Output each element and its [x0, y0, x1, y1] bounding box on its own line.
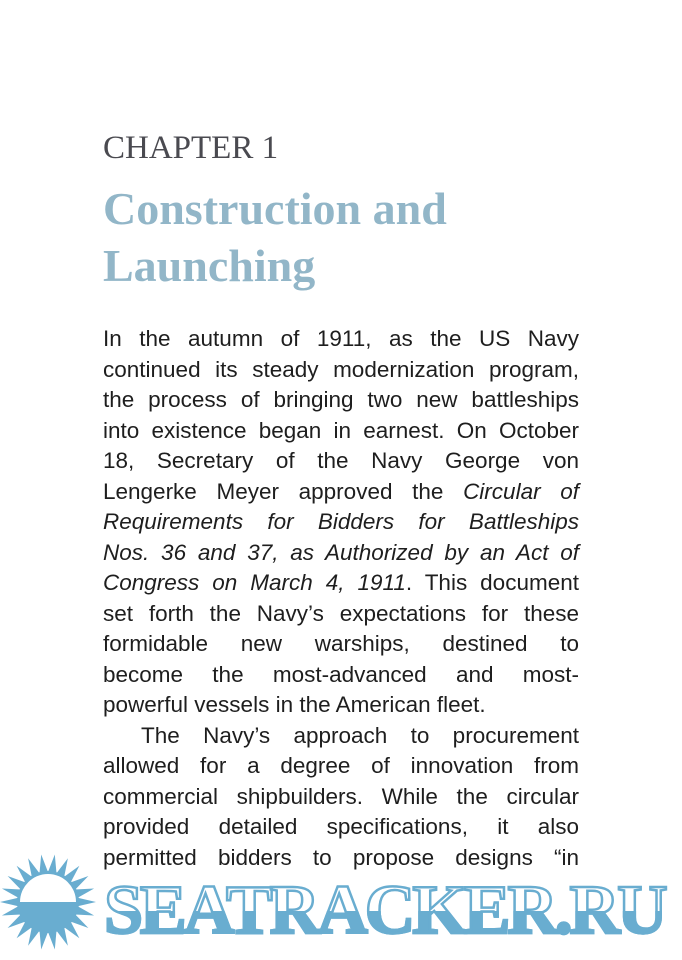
text-line: Nos. 36 and 37, as Authorized by an Act …: [103, 538, 579, 569]
text-segment: into existence began in earnest. On Octo…: [103, 417, 579, 443]
sun-half: [20, 874, 76, 902]
chapter-title: Construction and Launching: [103, 180, 447, 294]
sun-icon: [0, 854, 96, 950]
text-line: the process of bringing two new battlesh…: [103, 385, 579, 416]
text-line: commercial shipbuilders. While the circu…: [103, 782, 579, 813]
text-line: powerful vessels in the American fleet.: [103, 690, 579, 721]
text-line: continued its steady modernization progr…: [103, 355, 579, 386]
text-segment: set forth the Navy’s expectations for th…: [103, 600, 579, 626]
watermark-logo: SEATRACKER.RU: [103, 872, 669, 949]
text-segment: permitted bidders to propose designs “in: [103, 844, 579, 870]
text-line: Requirements for Bidders for Battleships: [103, 507, 579, 538]
text-segment: commercial shipbuilders. While the circu…: [103, 783, 579, 809]
text-segment: formidable new warships, destined to: [103, 631, 579, 656]
text-line: permitted bidders to propose designs “in: [103, 843, 579, 874]
italic-text: Circular of: [463, 478, 579, 504]
chapter-title-line: Launching: [103, 240, 316, 291]
text-segment: powerful vessels in the American fleet.: [103, 692, 486, 717]
text-line: The Navy’s approach to procurement: [103, 721, 579, 752]
text-line: provided detailed specifications, it als…: [103, 812, 579, 843]
body-text: In the autumn of 1911, as the US Navy con…: [103, 324, 579, 873]
text-segment: The Navy’s approach to procurement: [141, 722, 579, 748]
text-line: Lengerke Meyer approved the Circular of: [103, 477, 579, 508]
text-segment: 18, Secretary of the Navy George von: [103, 448, 579, 473]
text-line: 18, Secretary of the Navy George von: [103, 446, 579, 477]
text-segment: . This document: [405, 570, 579, 595]
text-segment: the process of bringing two new battlesh…: [103, 387, 579, 412]
text-segment: Lengerke Meyer approved the: [103, 478, 464, 504]
text-segment: continued its steady modernization progr…: [103, 356, 579, 382]
text-line: become the most-advanced and most-: [103, 660, 579, 691]
text-segment: become the most-advanced and most-: [103, 661, 579, 687]
italic-text: Nos. 36 and 37, as Authorized by an Act …: [103, 539, 579, 565]
text-line: allowed for a degree of innovation from: [103, 751, 579, 782]
text-segment: allowed for a degree of innovation from: [103, 753, 579, 778]
italic-text: Congress on March 4, 1911: [103, 570, 406, 595]
text-line: set forth the Navy’s expectations for th…: [103, 599, 579, 630]
italic-text: Requirements for Bidders for Battleships: [103, 509, 579, 534]
text-segment: provided detailed specifications, it als…: [103, 814, 579, 839]
text-line: into existence began in earnest. On Octo…: [103, 416, 579, 447]
text-line: Congress on March 4, 1911. This document: [103, 568, 579, 599]
chapter-label: CHAPTER 1: [103, 130, 279, 166]
text-line: formidable new warships, destined to: [103, 629, 579, 660]
chapter-title-line: Construction and: [103, 183, 447, 234]
text-line: In the autumn of 1911, as the US Navy: [103, 324, 579, 355]
text-segment: In the autumn of 1911, as the US Navy: [103, 326, 579, 351]
